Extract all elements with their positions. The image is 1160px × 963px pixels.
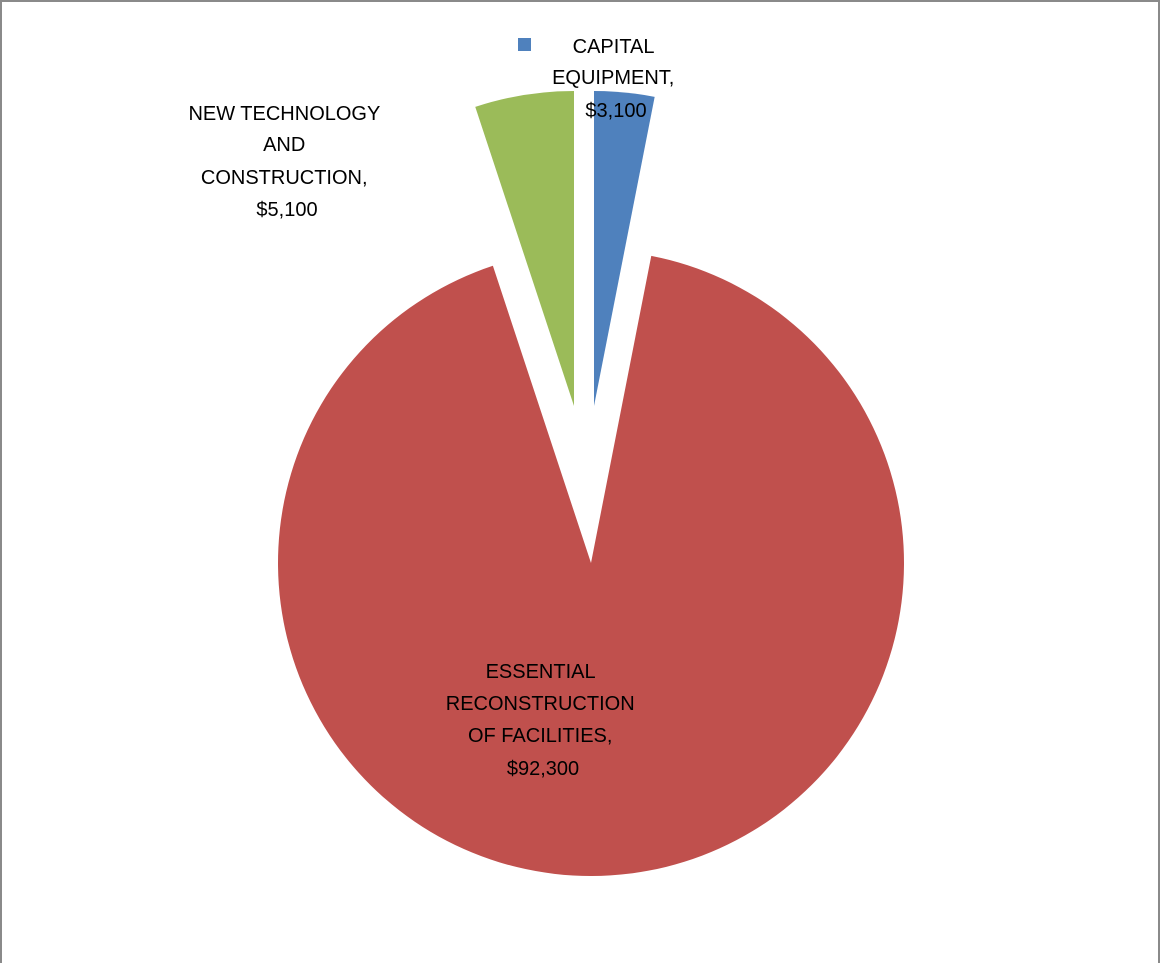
data-label-line: $92,300 [507, 758, 579, 780]
legend-key-capital-equipment [518, 38, 531, 51]
data-label-line: AND [263, 134, 305, 156]
data-label-line: $5,100 [256, 199, 317, 221]
data-label-essential-reconstruction: ESSENTIAL RECONSTRUCTION OF FACILITIES, … [446, 661, 640, 780]
data-label-new-technology: NEW TECHNOLOGY AND CONSTRUCTION, $5,100 [188, 103, 385, 221]
pie-slice-new-technology [475, 91, 574, 406]
pie-slice-essential-reconstruction [278, 255, 905, 877]
data-label-line: NEW TECHNOLOGY [188, 103, 380, 125]
pie-slice-capital-equipment [594, 91, 655, 406]
pie-slices [278, 91, 905, 877]
data-label-line: CAPITAL [573, 36, 655, 58]
data-label-line: OF FACILITIES, [468, 725, 612, 747]
data-label-line: EQUIPMENT, [552, 67, 674, 89]
data-label-line: CONSTRUCTION, [201, 167, 368, 189]
data-label-line: $3,100 [585, 100, 646, 122]
data-label-line: RECONSTRUCTION [446, 693, 635, 715]
data-label-line: ESSENTIAL [486, 661, 596, 683]
data-label-capital-equipment: CAPITAL EQUIPMENT, $3,100 [552, 36, 680, 122]
